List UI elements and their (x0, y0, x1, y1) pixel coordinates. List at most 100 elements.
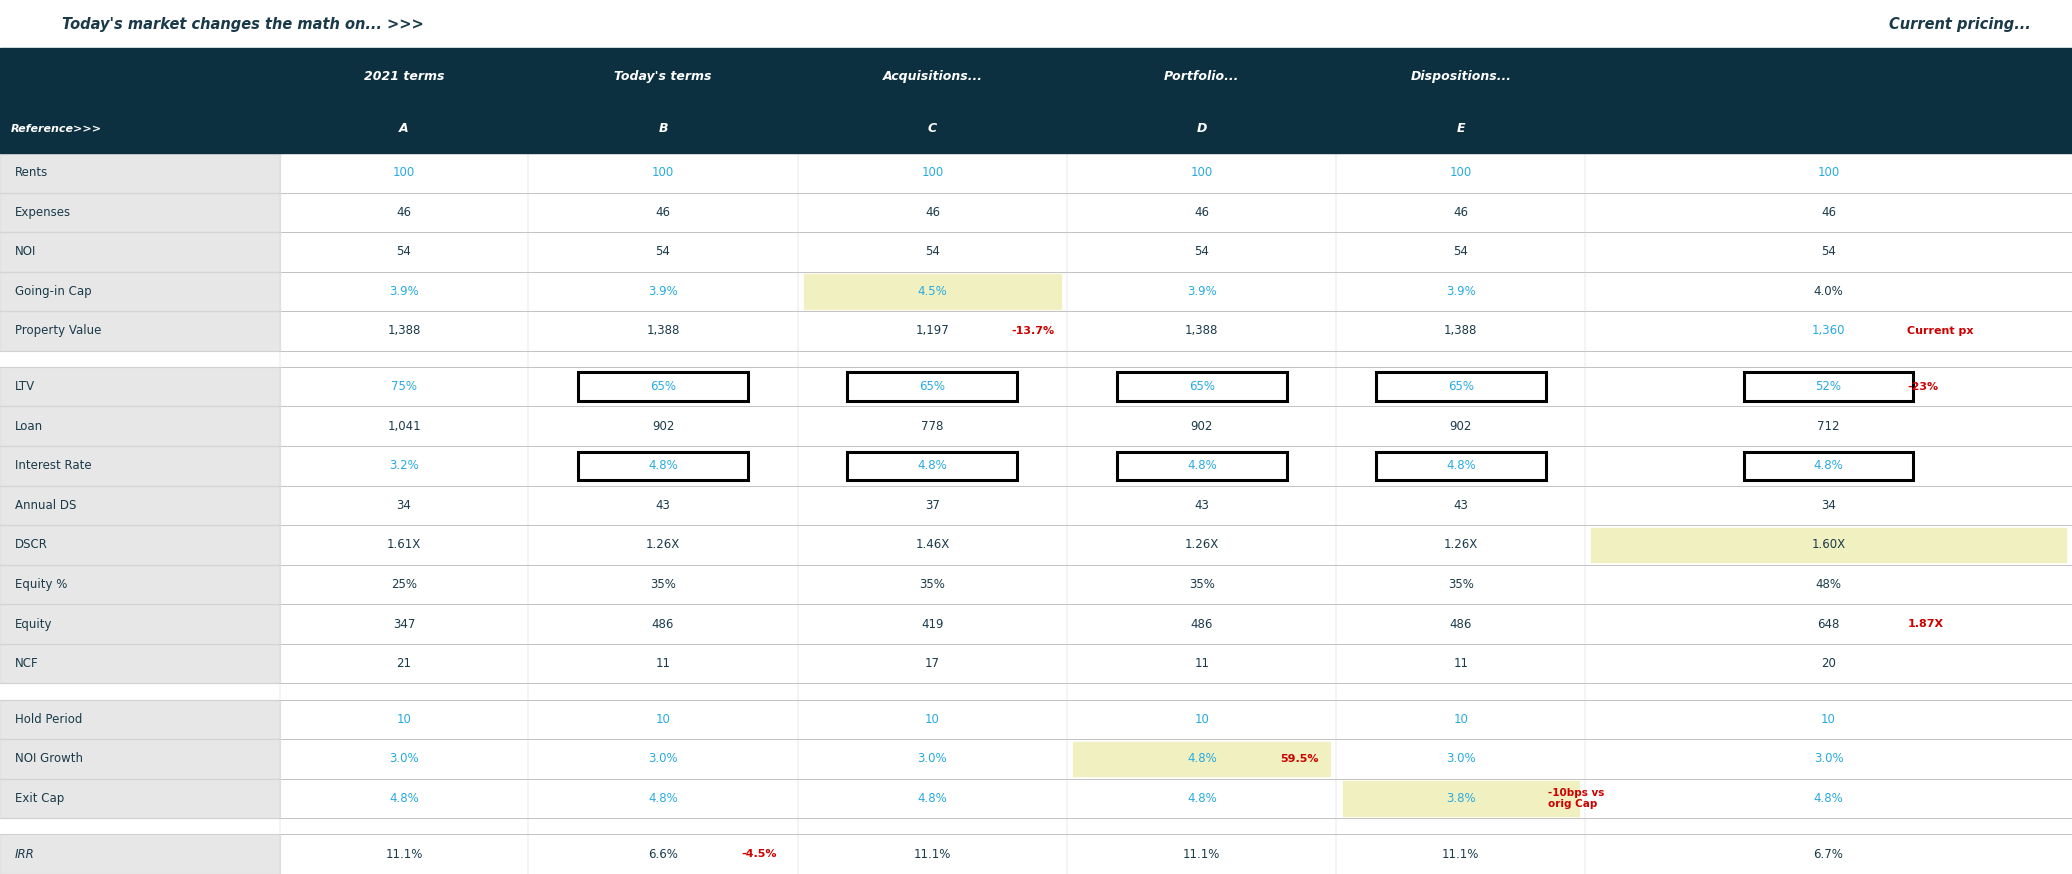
Text: 4.8%: 4.8% (1187, 460, 1216, 472)
Bar (0, 367, 280, 406)
Text: 65%: 65% (1189, 380, 1214, 393)
Bar (1745, 452, 1915, 480)
Text: 3.0%: 3.0% (918, 753, 947, 766)
Text: 54: 54 (1821, 246, 1836, 259)
Text: 21: 21 (396, 657, 412, 670)
Text: 10: 10 (396, 713, 412, 725)
Text: DSCR: DSCR (15, 538, 48, 551)
Text: 1,360: 1,360 (1811, 324, 1846, 337)
Text: 54: 54 (1452, 246, 1469, 259)
Text: -13.7%: -13.7% (1011, 326, 1055, 336)
Text: -23%: -23% (1908, 382, 1939, 392)
Text: Exit Cap: Exit Cap (15, 792, 64, 805)
Text: Hold Period: Hold Period (15, 713, 83, 725)
Bar (1117, 452, 1287, 480)
Bar (0, 192, 280, 232)
Text: 54: 54 (1193, 246, 1210, 259)
Text: 1.61X: 1.61X (387, 538, 421, 551)
Text: 4.8%: 4.8% (649, 460, 678, 472)
Text: 4.8%: 4.8% (1813, 460, 1844, 472)
Text: 34: 34 (1821, 499, 1836, 512)
Bar (0, 48, 2072, 105)
Text: Annual DS: Annual DS (15, 499, 77, 512)
Bar (0, 699, 280, 739)
Text: 4.8%: 4.8% (1187, 753, 1216, 766)
Bar (0, 565, 280, 604)
Text: 48%: 48% (1815, 578, 1842, 591)
Text: 4.8%: 4.8% (649, 792, 678, 805)
Bar (0, 779, 280, 818)
Text: 902: 902 (1191, 420, 1212, 433)
Text: 46: 46 (396, 205, 412, 218)
Text: 1.26X: 1.26X (1185, 538, 1218, 551)
Bar (578, 372, 748, 401)
Text: 4.8%: 4.8% (390, 792, 419, 805)
Text: 1,388: 1,388 (646, 324, 680, 337)
Text: 20: 20 (1821, 657, 1836, 670)
Text: 10: 10 (924, 713, 941, 725)
Bar (0, 835, 280, 874)
Text: 11: 11 (1193, 657, 1210, 670)
Text: 54: 54 (396, 246, 412, 259)
Text: 59.5%: 59.5% (1280, 754, 1320, 764)
Text: 2021 terms: 2021 terms (365, 70, 443, 83)
Text: 35%: 35% (1189, 578, 1214, 591)
Text: 3.0%: 3.0% (1813, 753, 1844, 766)
Text: 100: 100 (1817, 166, 1840, 179)
Bar (0, 406, 280, 446)
Text: 712: 712 (1817, 420, 1840, 433)
Text: 46: 46 (1821, 205, 1836, 218)
Text: 3.9%: 3.9% (390, 285, 419, 298)
Bar (0, 105, 2072, 153)
Text: 3.8%: 3.8% (1446, 792, 1475, 805)
Text: 100: 100 (1450, 166, 1471, 179)
Text: 10: 10 (1821, 713, 1836, 725)
Bar (0, 739, 280, 779)
Text: 6.7%: 6.7% (1813, 848, 1844, 861)
Text: Equity %: Equity % (15, 578, 66, 591)
Text: 11.1%: 11.1% (1442, 848, 1479, 861)
Text: NOI: NOI (15, 246, 35, 259)
Text: 902: 902 (1450, 420, 1471, 433)
Text: 419: 419 (922, 618, 943, 630)
Text: 1.46X: 1.46X (916, 538, 949, 551)
Text: LTV: LTV (15, 380, 35, 393)
Text: Current pricing...: Current pricing... (1890, 17, 2031, 31)
Text: 34: 34 (396, 499, 412, 512)
Text: Reference>>>: Reference>>> (10, 124, 102, 134)
Bar (1745, 372, 1915, 401)
Text: 3.9%: 3.9% (1446, 285, 1475, 298)
Text: Property Value: Property Value (15, 324, 102, 337)
Text: -10bps vs
orig Cap: -10bps vs orig Cap (1548, 787, 1604, 809)
Text: 4.8%: 4.8% (1446, 460, 1475, 472)
Text: 1.60X: 1.60X (1811, 538, 1846, 551)
Text: Loan: Loan (15, 420, 44, 433)
Text: 35%: 35% (920, 578, 945, 591)
Text: 65%: 65% (1448, 380, 1473, 393)
Text: 4.5%: 4.5% (918, 285, 947, 298)
Text: 1,197: 1,197 (916, 324, 949, 337)
Text: 4.8%: 4.8% (1813, 792, 1844, 805)
Text: 11.1%: 11.1% (385, 848, 423, 861)
Text: 46: 46 (1193, 205, 1210, 218)
Text: Today's market changes the math on... >>>: Today's market changes the math on... >>… (62, 17, 425, 31)
Text: 4.0%: 4.0% (1813, 285, 1844, 298)
Text: 11.1%: 11.1% (1183, 848, 1220, 861)
Text: Acquisitions...: Acquisitions... (883, 70, 982, 83)
Bar (1376, 452, 1546, 480)
Text: 4.8%: 4.8% (1187, 792, 1216, 805)
Text: 347: 347 (394, 618, 414, 630)
Text: 486: 486 (1191, 618, 1212, 630)
Bar (0, 486, 280, 525)
Text: Going-in Cap: Going-in Cap (15, 285, 91, 298)
Text: 35%: 35% (1448, 578, 1473, 591)
Text: 100: 100 (394, 166, 414, 179)
Bar (847, 372, 1017, 401)
Text: 17: 17 (924, 657, 941, 670)
Text: Equity: Equity (15, 618, 52, 630)
Text: 75%: 75% (392, 380, 416, 393)
Text: 648: 648 (1817, 618, 1840, 630)
Bar (0, 604, 280, 644)
Text: 3.0%: 3.0% (1446, 753, 1475, 766)
Bar (804, 274, 1061, 309)
